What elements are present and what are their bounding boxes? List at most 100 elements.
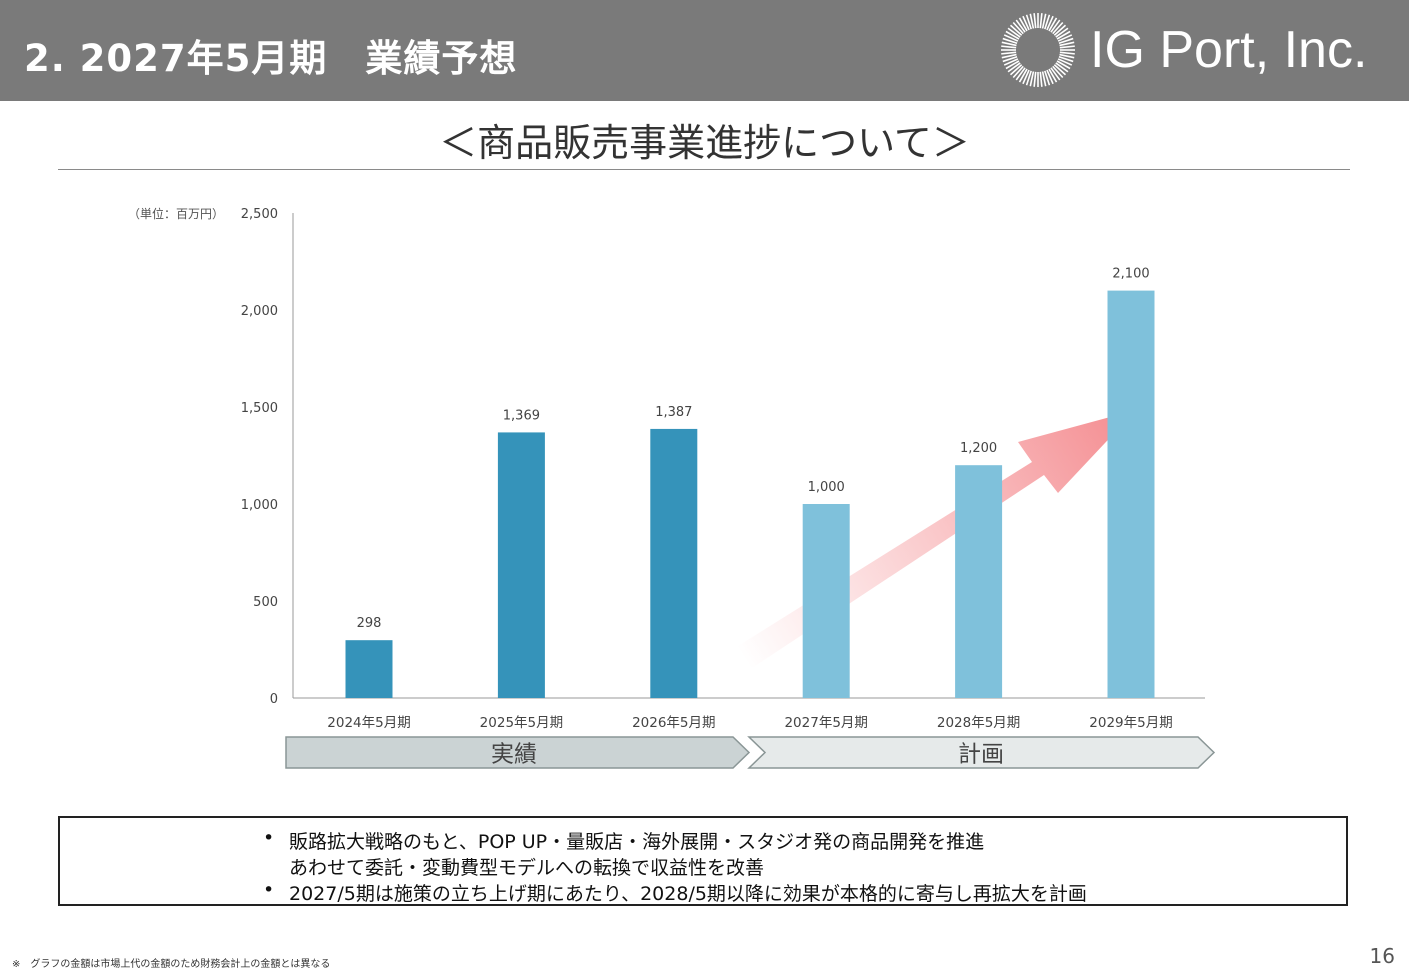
sunburst-ray: [1025, 70, 1032, 86]
sunburst-icon: [1001, 13, 1075, 87]
company-logo: IG Port, Inc.: [1000, 12, 1400, 90]
bar-3: [650, 428, 698, 698]
data-label: 1,000: [808, 480, 845, 495]
sunburst-ray: [1052, 21, 1064, 35]
bullet-1-line-2: あわせて委託・変動費型モデルへの転換で収益性を改善: [289, 857, 765, 879]
x-tick-label: 2027年5月期: [784, 715, 867, 731]
bar-6: [1107, 290, 1155, 698]
sunburst-ray: [1033, 13, 1037, 29]
sunburst-ray: [1056, 30, 1071, 40]
sunburst-ray: [1057, 58, 1073, 66]
trend-arrow: [738, 410, 1136, 668]
sunburst-ray: [1044, 14, 1051, 30]
sunburst-ray: [1018, 68, 1028, 83]
sunburst-ray: [1029, 71, 1035, 87]
sunburst-ray: [1052, 65, 1064, 79]
sunburst-ray: [1046, 69, 1054, 85]
data-label: 298: [357, 616, 382, 631]
unit-label: （単位：百万円）: [128, 206, 224, 221]
bullet-marker: •: [263, 827, 275, 849]
sunburst-ray: [1003, 58, 1019, 66]
sunburst-ray: [1015, 67, 1026, 81]
sunburst-ray: [1002, 37, 1018, 44]
sunburst-ray: [1018, 17, 1028, 32]
sunburst-ray: [1012, 21, 1024, 35]
sunburst-ray: [1041, 71, 1047, 87]
sunburst-ray: [1001, 41, 1017, 47]
y-tick-label: 1,000: [241, 498, 278, 513]
sunburst-ray: [1009, 24, 1023, 36]
sunburst-ray: [1059, 41, 1075, 47]
header-bar: 2. 2027年5月期 業績予想 IG Port, Inc.: [0, 0, 1409, 101]
sunburst-ray: [1007, 62, 1021, 73]
sunburst-ray: [1022, 15, 1030, 31]
sunburst-ray: [1033, 71, 1037, 87]
y-tick-label: 0: [270, 692, 278, 707]
revenue-bar-chart: （単位：百万円） 0 500 1,000 1,500 2,000 2,500 298 202…: [128, 206, 1216, 769]
sunburst-ray: [1025, 14, 1032, 30]
sunburst-ray: [1053, 64, 1067, 76]
sunburst-ray: [1058, 37, 1074, 44]
sunburst-ray: [1002, 56, 1018, 63]
summary-box: • 販路拡大戦略のもと、POP UP・量販店・海外展開・スタジオ発の商品開発を推…: [58, 816, 1348, 906]
title-divider: [58, 169, 1350, 170]
bullet-1-line-1: 販路拡大戦略のもと、POP UP・量販店・海外展開・スタジオ発の商品開発を推進: [289, 831, 985, 853]
sunburst-ray: [1048, 68, 1058, 83]
sunburst-ray: [1044, 70, 1051, 86]
sunburst-ray: [1059, 45, 1075, 49]
sunburst-ray: [1055, 62, 1069, 73]
data-label: 2,100: [1112, 267, 1149, 282]
sunburst-ray: [1039, 71, 1043, 87]
x-tick-label: 2024年5月期: [327, 715, 410, 731]
x-tick-label: 2029年5月期: [1089, 715, 1172, 731]
sunburst-ray: [1039, 13, 1043, 29]
y-tick-label: 500: [253, 595, 278, 610]
data-label: 1,369: [503, 408, 540, 423]
sunburst-ray: [1005, 60, 1020, 70]
bullet-2-line-1: 2027/5期は施策の立ち上げ期にあたり、2028/5期以降に効果が本格的に寄与…: [289, 883, 1087, 905]
sunburst-ray: [1056, 60, 1071, 70]
sunburst-ray: [1001, 45, 1017, 49]
y-tick-label: 2,000: [241, 304, 278, 319]
phase-plan-chevron: [747, 736, 1216, 769]
footnote: ※ グラフの金額は市場上代の金額のため財務会計上の金額とは異なる: [12, 959, 331, 970]
x-tick-label: 2026年5月期: [632, 715, 715, 731]
x-tick-label: 2025年5月期: [480, 715, 563, 731]
sunburst-ray: [1048, 17, 1058, 32]
sunburst-ray: [1050, 19, 1061, 33]
sunburst-ray: [1058, 56, 1074, 63]
sunburst-ray: [1003, 34, 1019, 42]
bar-1: [345, 640, 393, 698]
sunburst-ray: [1053, 24, 1067, 36]
section-title: ＜商品販売事業進捗について＞: [439, 121, 970, 165]
sunburst-ray: [1029, 13, 1035, 29]
sunburst-ray: [1046, 15, 1054, 31]
sunburst-ray: [1059, 51, 1075, 55]
sunburst-ray: [1057, 34, 1073, 42]
page-number: 16: [1369, 944, 1395, 968]
data-label: 1,200: [960, 441, 997, 456]
page-title: 2. 2027年5月期 業績予想: [24, 37, 518, 80]
sunburst-ray: [1007, 27, 1021, 38]
sunburst-ray: [1022, 69, 1030, 85]
bullet-marker: •: [263, 879, 275, 901]
sunburst-ray: [1015, 19, 1026, 33]
bar-4: [802, 504, 850, 698]
sunburst-ray: [1059, 53, 1075, 59]
phase-plan-label: 計画: [958, 742, 1004, 768]
sunburst-ray: [1001, 51, 1017, 55]
sunburst-ray: [1009, 64, 1023, 76]
phase-actual-label: 実績: [491, 742, 537, 768]
sunburst-ray: [1050, 67, 1061, 81]
y-tick-label: 2,500: [241, 207, 278, 222]
phase-actual-chevron: [285, 736, 751, 769]
sunburst-ray: [1012, 65, 1024, 79]
y-tick-label: 1,500: [241, 401, 278, 416]
bar-2: [497, 432, 545, 698]
data-label: 1,387: [655, 405, 692, 420]
x-tick-label: 2028年5月期: [937, 715, 1020, 731]
company-name: IG Port, Inc.: [1090, 21, 1368, 79]
sunburst-ray: [1055, 27, 1069, 38]
sunburst-ray: [1041, 13, 1047, 29]
sunburst-ray: [1001, 53, 1017, 59]
